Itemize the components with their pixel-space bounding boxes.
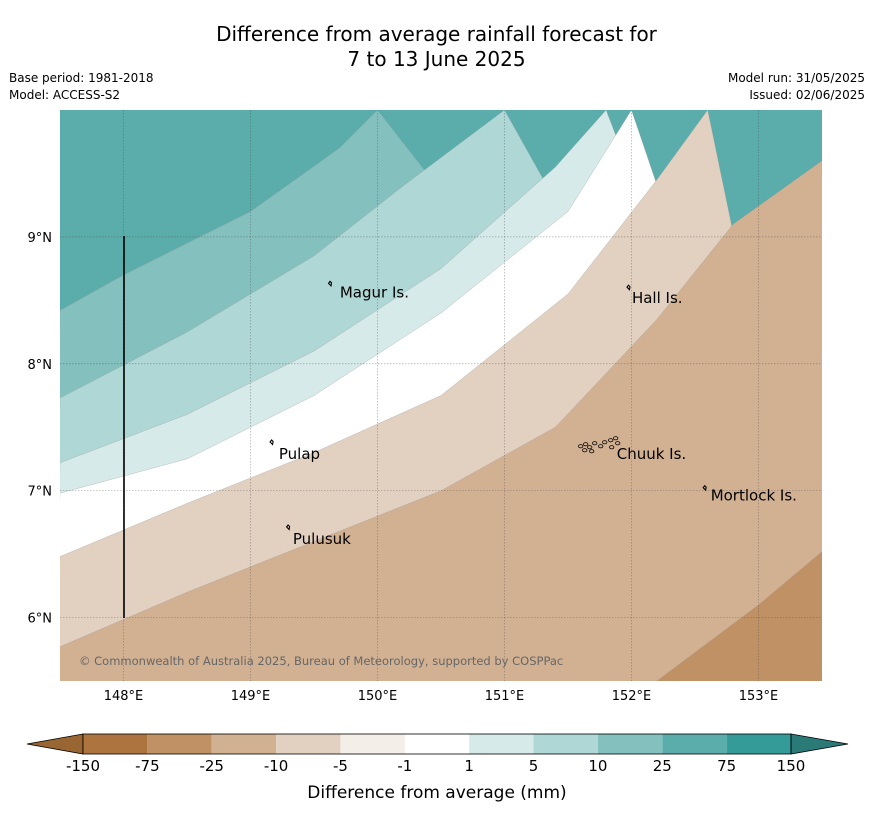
pulap-island-outline: [269, 439, 274, 446]
lon-tick-label: 151°E: [485, 689, 525, 704]
colorbar-tick-label: -10: [264, 757, 289, 775]
title-line-2: 7 to 13 June 2025: [347, 47, 526, 71]
title-line-1: Difference from average rainfall forecas…: [216, 22, 657, 46]
lat-tick-label: 9°N: [28, 231, 53, 246]
copyright-text: © Commonwealth of Australia 2025, Bureau…: [79, 654, 563, 668]
contour-band-below--25: [638, 551, 822, 681]
contour-bands: [60, 110, 822, 681]
base-period-label: Base period: 1981-2018: [9, 71, 154, 85]
colorbar-tick-label: -5: [333, 757, 348, 775]
colorbar-tick-label: -25: [199, 757, 224, 775]
metadata-left: Base period: 1981-2018 Model: ACCESS-S2: [9, 70, 154, 104]
model-run-label: Model run: 31/05/2025: [727, 71, 865, 85]
lat-tick-label: 6°N: [28, 612, 53, 627]
lat-tick-label: 8°N: [28, 358, 53, 373]
lon-tick-label: 148°E: [104, 689, 144, 704]
colorbar-tick-label: 150: [777, 757, 806, 775]
mortlock-island-outline: [702, 484, 707, 492]
hall-island-outline: [626, 284, 631, 291]
title: Difference from average rainfall forecas…: [0, 22, 873, 72]
colorbar-tick-label: -150: [66, 757, 100, 775]
colorbar-frame: [82, 733, 792, 755]
lon-tick-label: 153°E: [739, 689, 779, 704]
colorbar-tick-label: 5: [529, 757, 539, 775]
place-label-chuuk-is: Chuuk Is.: [617, 445, 686, 463]
magur-island-outline: [327, 280, 333, 288]
colorbar-tick-label: 1: [464, 757, 474, 775]
pulusuk-island-outline: [285, 524, 291, 531]
colorbar-segment: [211, 734, 277, 754]
colorbar-tick-label: -1: [397, 757, 412, 775]
lon-tick-label: 150°E: [358, 689, 398, 704]
colorbar-segment: [469, 734, 534, 754]
colorbar-under-arrow: [26, 733, 84, 755]
axis-labels: 148°E 149°E 150°E 151°E 152°E 153°E 6°N 7°N 8°N 9…: [28, 231, 779, 704]
colorbar-segment: [597, 734, 663, 754]
place-label-magur-is: Magur Is.: [340, 284, 409, 302]
place-label-mortlock-is: Mortlock Is.: [711, 487, 797, 505]
colorbar-segment: [83, 734, 148, 754]
colorbar-segment: [276, 734, 341, 754]
colorbar-segment: [147, 734, 212, 754]
colorbar-title: Difference from average (mm): [307, 783, 566, 803]
contour-band-below--10: [60, 160, 822, 681]
colorbar-tick-label: 25: [653, 757, 672, 775]
place-labels: Magur Is. Hall Is. Pulap Chuuk Is. Mortlock …: [279, 284, 797, 548]
lon-tick-label: 149°E: [231, 689, 271, 704]
chuuk-islands-outline: [578, 436, 621, 454]
colorbar-segment: [662, 734, 727, 754]
model-label: Model: ACCESS-S2: [9, 88, 121, 102]
lon-tick-label: 152°E: [612, 689, 652, 704]
colorbar-segment: [533, 734, 598, 754]
colorbar-over-arrow: [790, 733, 849, 755]
issued-label: Issued: 02/06/2025: [749, 88, 865, 102]
place-label-hall-is: Hall Is.: [632, 289, 683, 307]
island-outlines: [269, 280, 707, 531]
colorbar: -150 -75 -25 -10 -5 -1 1 5 10 25 75 150: [26, 733, 849, 775]
colorbar-segment: [340, 734, 405, 754]
colorbar-tick-label: 75: [717, 757, 736, 775]
colorbar-segment: [726, 734, 791, 754]
place-label-pulusuk: Pulusuk: [293, 530, 351, 548]
colorbar-tick-label: -75: [135, 757, 160, 775]
lat-tick-label: 7°N: [28, 485, 53, 500]
metadata-right: Model run: 31/05/2025 Issued: 02/06/2025: [728, 70, 865, 104]
colorbar-segment: [404, 734, 470, 754]
place-label-pulap: Pulap: [279, 445, 320, 463]
colorbar-tick-label: 10: [588, 757, 607, 775]
